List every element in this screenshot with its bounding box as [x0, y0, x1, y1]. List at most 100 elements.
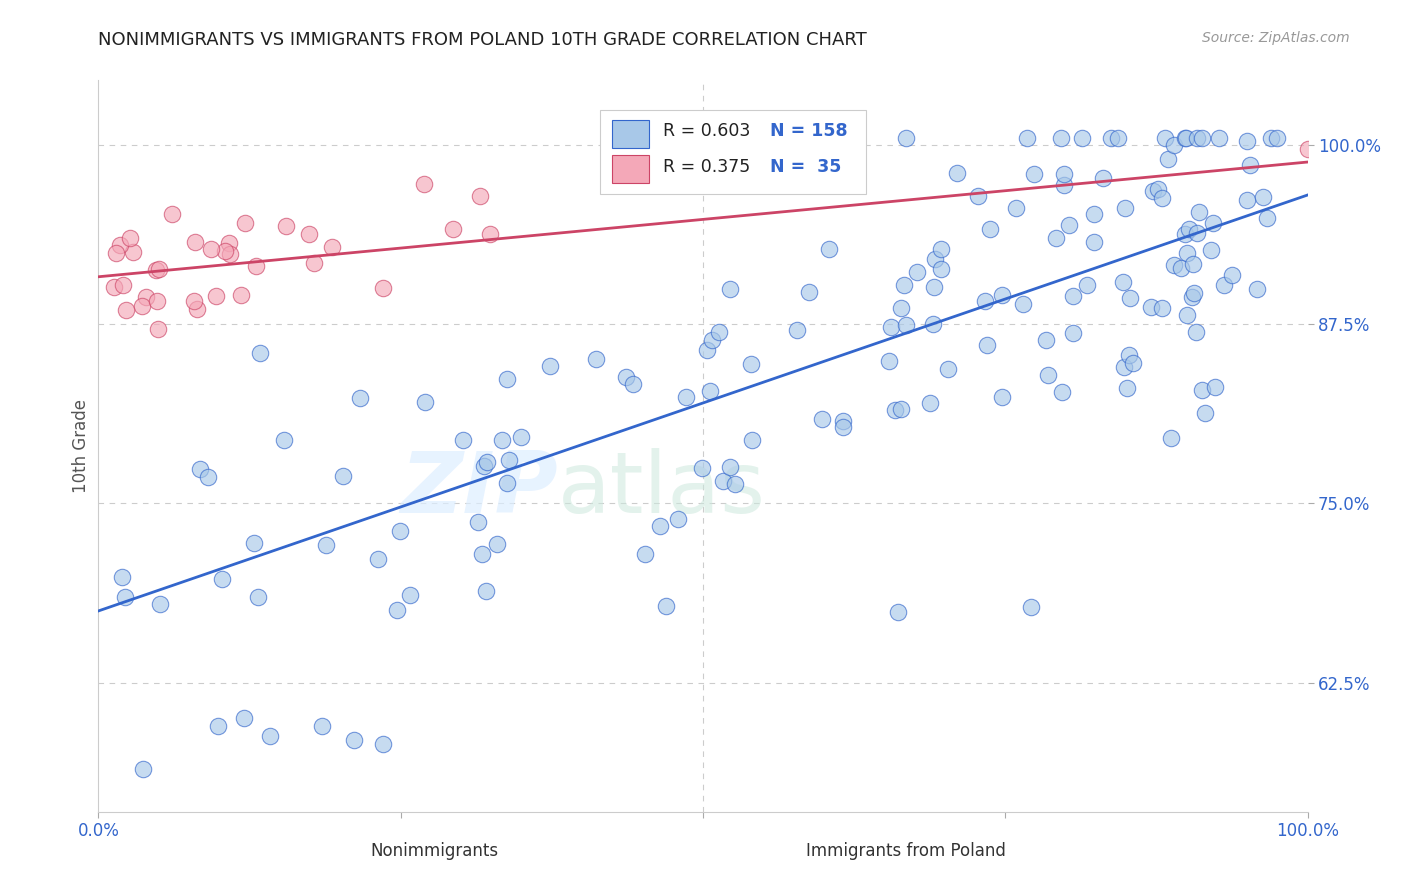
- Point: [311, 719, 333, 733]
- Point: [1021, 599, 1043, 614]
- Point: [1050, 385, 1073, 400]
- Point: [186, 302, 208, 317]
- Point: [668, 130, 690, 145]
- Point: [1239, 158, 1261, 172]
- Point: [966, 189, 988, 203]
- Point: [214, 244, 236, 258]
- Point: [621, 376, 644, 391]
- Point: [818, 242, 841, 256]
- Point: [1246, 282, 1268, 296]
- Point: [149, 597, 172, 611]
- Point: [1185, 325, 1208, 339]
- Point: [367, 552, 389, 566]
- Point: [495, 476, 517, 491]
- Point: [1267, 130, 1289, 145]
- Point: [304, 255, 326, 269]
- Text: ZIP: ZIP: [401, 449, 558, 532]
- Point: [246, 590, 269, 604]
- Point: [1062, 326, 1084, 341]
- Point: [188, 462, 211, 476]
- Point: [832, 420, 855, 434]
- Point: [585, 351, 607, 366]
- FancyBboxPatch shape: [600, 110, 866, 194]
- FancyBboxPatch shape: [769, 842, 796, 861]
- Point: [498, 453, 520, 467]
- Point: [991, 390, 1014, 404]
- Point: [398, 589, 420, 603]
- Point: [1260, 130, 1282, 145]
- Point: [832, 414, 855, 428]
- Point: [148, 322, 170, 336]
- Point: [1092, 171, 1115, 186]
- Point: [741, 434, 763, 448]
- Point: [105, 246, 128, 260]
- Point: [1213, 278, 1236, 293]
- Point: [718, 283, 741, 297]
- Point: [786, 323, 808, 337]
- Point: [1150, 191, 1173, 205]
- Point: [1178, 221, 1201, 235]
- Point: [121, 245, 143, 260]
- Point: [491, 433, 513, 447]
- Point: [1160, 431, 1182, 445]
- Y-axis label: 10th Grade: 10th Grade: [72, 399, 90, 493]
- Point: [655, 599, 678, 613]
- Point: [485, 537, 508, 551]
- Point: [890, 301, 912, 316]
- Text: Immigrants from Poland: Immigrants from Poland: [806, 842, 1005, 860]
- Point: [1116, 382, 1139, 396]
- Point: [973, 294, 995, 309]
- Point: [1101, 130, 1123, 145]
- Point: [877, 353, 900, 368]
- Point: [1050, 130, 1073, 145]
- Point: [723, 476, 745, 491]
- Point: [510, 430, 533, 444]
- Point: [145, 263, 167, 277]
- Point: [1052, 167, 1074, 181]
- Point: [218, 247, 240, 261]
- Point: [890, 402, 912, 417]
- Point: [332, 469, 354, 483]
- Point: [905, 265, 928, 279]
- Point: [321, 240, 343, 254]
- Point: [538, 359, 561, 373]
- Point: [470, 189, 492, 203]
- Point: [1005, 201, 1028, 215]
- Point: [108, 237, 131, 252]
- Text: R = 0.603: R = 0.603: [664, 122, 751, 140]
- Point: [200, 242, 222, 256]
- Point: [298, 227, 321, 241]
- Point: [184, 235, 207, 249]
- Point: [1015, 130, 1038, 145]
- Point: [274, 219, 297, 233]
- Point: [1063, 289, 1085, 303]
- Text: R = 0.375: R = 0.375: [664, 158, 751, 176]
- Point: [1036, 368, 1059, 383]
- Point: [696, 343, 718, 357]
- Point: [634, 547, 657, 561]
- Text: N =  35: N = 35: [769, 158, 841, 176]
- Point: [699, 384, 721, 399]
- Point: [245, 259, 267, 273]
- Point: [1076, 278, 1098, 293]
- Text: Source: ZipAtlas.com: Source: ZipAtlas.com: [1202, 31, 1350, 45]
- Point: [132, 762, 155, 776]
- Point: [1022, 167, 1045, 181]
- Point: [232, 711, 254, 725]
- Point: [1107, 130, 1129, 145]
- Point: [413, 395, 436, 409]
- Point: [114, 590, 136, 604]
- Point: [929, 242, 952, 256]
- Point: [893, 278, 915, 293]
- Point: [211, 572, 233, 586]
- Point: [690, 461, 713, 475]
- Point: [666, 512, 689, 526]
- Point: [1112, 359, 1135, 374]
- Point: [740, 357, 762, 371]
- Text: atlas: atlas: [558, 449, 766, 532]
- Point: [1052, 178, 1074, 193]
- Point: [1182, 257, 1205, 271]
- FancyBboxPatch shape: [613, 155, 648, 183]
- Point: [162, 207, 184, 221]
- Point: [1194, 406, 1216, 420]
